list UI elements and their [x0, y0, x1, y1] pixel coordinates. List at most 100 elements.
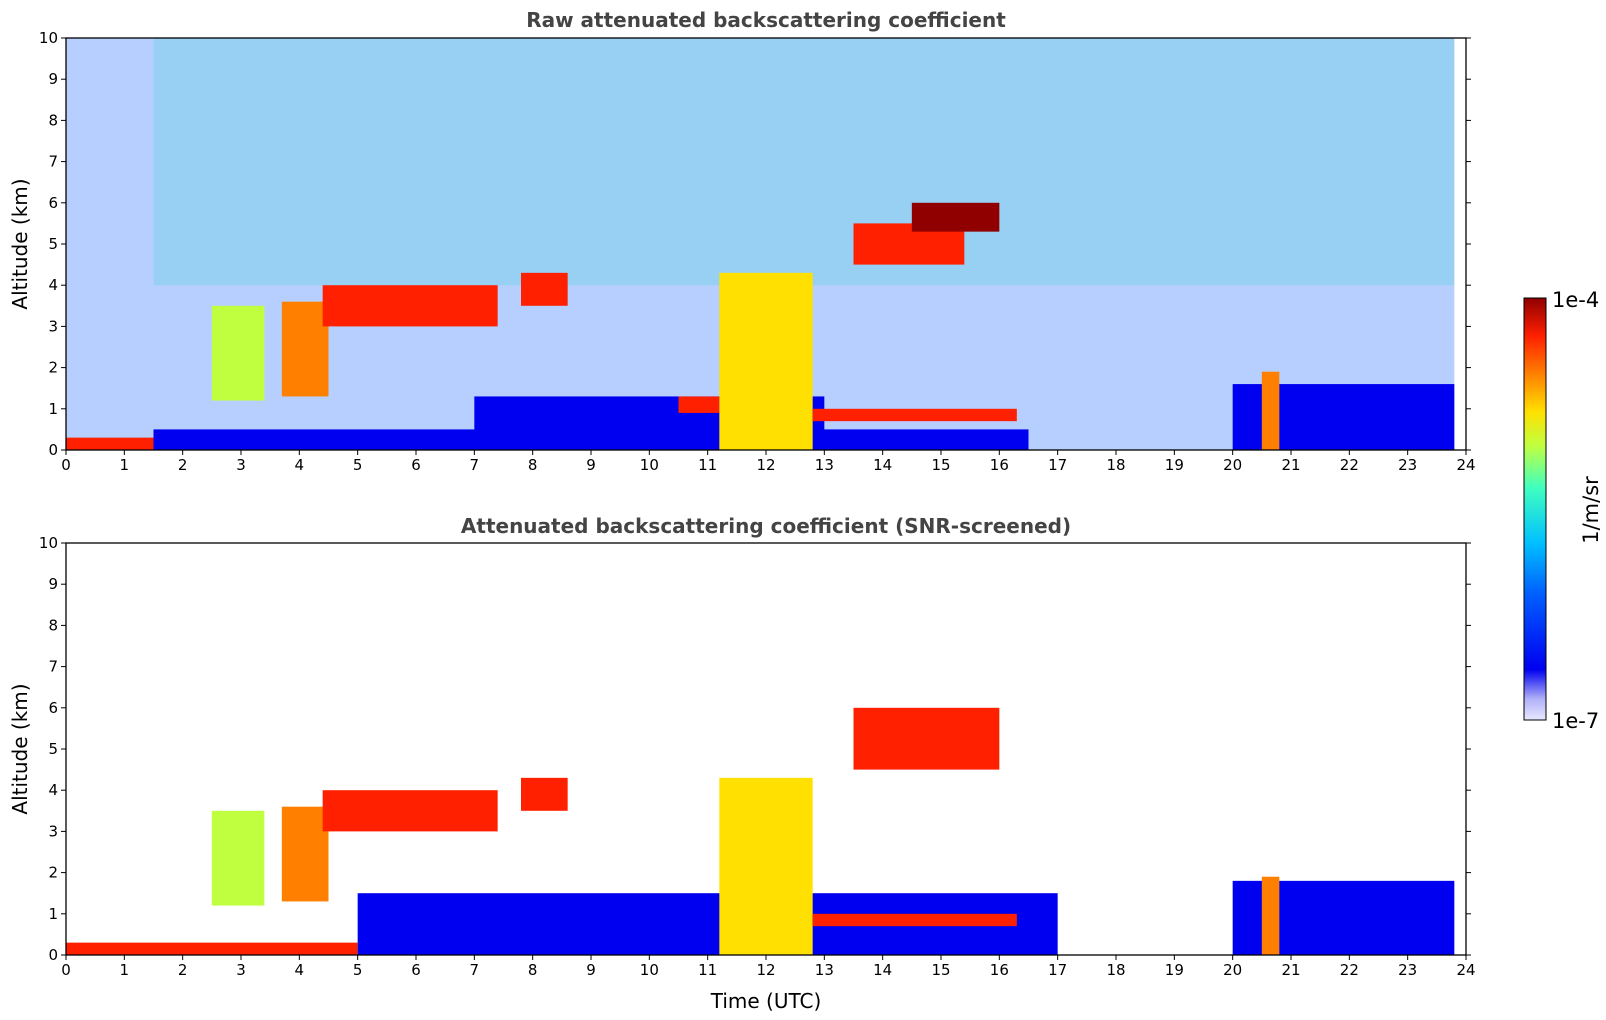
panel-screened-xlabel: Time (UTC) — [710, 989, 822, 1013]
feature-cloud — [521, 272, 568, 306]
x-tick-label: 17 — [1048, 961, 1067, 979]
x-tick-label: 21 — [1281, 456, 1300, 474]
x-tick-label: 1 — [120, 456, 130, 474]
panel-raw-ylabel: Altitude (km) — [8, 178, 32, 309]
colorbar-gradient — [1523, 297, 1547, 721]
feature-cloud — [812, 913, 1017, 927]
x-tick-label: 7 — [470, 456, 480, 474]
x-tick-label: 5 — [353, 961, 363, 979]
y-tick-label: 5 — [48, 235, 58, 253]
panel-raw-x-axis: 0 1 2 3 4 5 6 7 8 9 10 11 12 13 14 15 16 17 18 19 20 21 22 23 24 — [61, 450, 1476, 474]
panel-raw: Raw attenuated backscattering coefficien… — [8, 8, 1476, 474]
x-tick-label: 16 — [990, 456, 1009, 474]
y-tick-label: 0 — [48, 441, 58, 459]
x-tick-label: 6 — [411, 961, 421, 979]
y-tick-label: 10 — [39, 534, 58, 552]
panel-screened-ylabel: Altitude (km) — [8, 683, 32, 814]
panel-raw-title: Raw attenuated backscattering coefficien… — [526, 8, 1006, 32]
x-tick-label: 15 — [931, 456, 950, 474]
x-tick-label: 2 — [178, 456, 188, 474]
feature-cloud — [281, 806, 329, 902]
panel-screened-features — [66, 707, 1455, 955]
x-tick-label: 22 — [1340, 961, 1359, 979]
x-tick-label: 21 — [1281, 961, 1300, 979]
x-tick-label: 0 — [61, 961, 71, 979]
x-tick-label: 9 — [586, 456, 596, 474]
x-tick-label: 5 — [353, 456, 363, 474]
x-tick-label: 11 — [698, 961, 717, 979]
feature-cloud — [322, 285, 498, 327]
y-tick-label: 10 — [39, 29, 58, 47]
y-tick-label: 1 — [48, 905, 58, 923]
panel-screened-x-axis: 0 1 2 3 4 5 6 7 8 9 10 11 12 13 14 15 16 17 18 19 20 21 22 23 24 — [61, 955, 1476, 979]
feature-cloud — [911, 202, 1000, 232]
y-tick-label: 6 — [48, 194, 58, 212]
x-tick-label: 18 — [1106, 456, 1125, 474]
x-tick-label: 2 — [178, 961, 188, 979]
x-tick-label: 15 — [931, 961, 950, 979]
y-tick-label: 3 — [48, 822, 58, 840]
y-tick-label: 2 — [48, 359, 58, 377]
x-tick-label: 20 — [1223, 961, 1242, 979]
x-tick-label: 13 — [815, 456, 834, 474]
feature-cloud — [719, 777, 813, 955]
y-tick-label: 1 — [48, 400, 58, 418]
y-tick-label: 7 — [48, 658, 58, 676]
panel-screened-y-axis: 0 1 2 3 4 5 6 7 8 9 10 — [39, 534, 1471, 964]
x-tick-label: 19 — [1165, 456, 1184, 474]
x-tick-label: 16 — [990, 961, 1009, 979]
y-tick-label: 0 — [48, 946, 58, 964]
panel-screened: Attenuated backscattering coefficient (S… — [8, 514, 1476, 1013]
y-tick-label: 2 — [48, 864, 58, 882]
y-tick-label: 8 — [48, 111, 58, 129]
x-tick-label: 23 — [1398, 456, 1417, 474]
feature-cloud — [281, 301, 329, 397]
y-tick-label: 8 — [48, 616, 58, 634]
y-tick-label: 3 — [48, 317, 58, 335]
x-tick-label: 8 — [528, 961, 538, 979]
feature-cloud — [521, 777, 568, 811]
x-tick-label: 4 — [295, 456, 305, 474]
x-tick-label: 13 — [815, 961, 834, 979]
noise-background — [153, 38, 1455, 286]
x-tick-label: 3 — [236, 456, 246, 474]
colorbar-unit-label: 1/m/sr — [1579, 476, 1603, 544]
x-tick-label: 24 — [1456, 456, 1475, 474]
colorbar-max-label: 1e-4 — [1552, 288, 1599, 312]
x-tick-label: 11 — [698, 456, 717, 474]
y-tick-label: 6 — [48, 699, 58, 717]
x-tick-label: 22 — [1340, 456, 1359, 474]
x-tick-label: 12 — [756, 961, 775, 979]
y-tick-label: 4 — [48, 781, 58, 799]
panel-screened-title: Attenuated backscattering coefficient (S… — [461, 514, 1071, 538]
x-tick-label: 12 — [756, 456, 775, 474]
y-tick-label: 9 — [48, 70, 58, 88]
feature-cloud — [853, 707, 1000, 770]
y-tick-label: 5 — [48, 740, 58, 758]
y-tick-label: 9 — [48, 575, 58, 593]
x-tick-label: 20 — [1223, 456, 1242, 474]
x-tick-label: 17 — [1048, 456, 1067, 474]
x-tick-label: 0 — [61, 456, 71, 474]
x-tick-label: 8 — [528, 456, 538, 474]
x-tick-label: 3 — [236, 961, 246, 979]
colorbar: 1e-4 1e-7 1/m/sr — [1523, 288, 1603, 733]
feature-cloud — [719, 272, 813, 450]
panel-raw-y-axis: 0 1 2 3 4 5 6 7 8 9 10 — [39, 29, 1471, 459]
feature-cloud — [678, 396, 720, 413]
x-tick-label: 10 — [640, 456, 659, 474]
x-tick-label: 7 — [470, 961, 480, 979]
x-tick-label: 23 — [1398, 961, 1417, 979]
feature-cloud — [1261, 876, 1280, 955]
colorbar-min-label: 1e-7 — [1552, 709, 1599, 733]
x-tick-label: 18 — [1106, 961, 1125, 979]
x-tick-label: 19 — [1165, 961, 1184, 979]
feature-surface-layer — [66, 942, 358, 955]
x-tick-label: 9 — [586, 961, 596, 979]
x-tick-label: 14 — [873, 961, 892, 979]
feature-cloud — [211, 810, 265, 906]
feature-cloud — [1261, 371, 1280, 450]
x-tick-label: 6 — [411, 456, 421, 474]
feature-cloud — [812, 408, 1017, 422]
